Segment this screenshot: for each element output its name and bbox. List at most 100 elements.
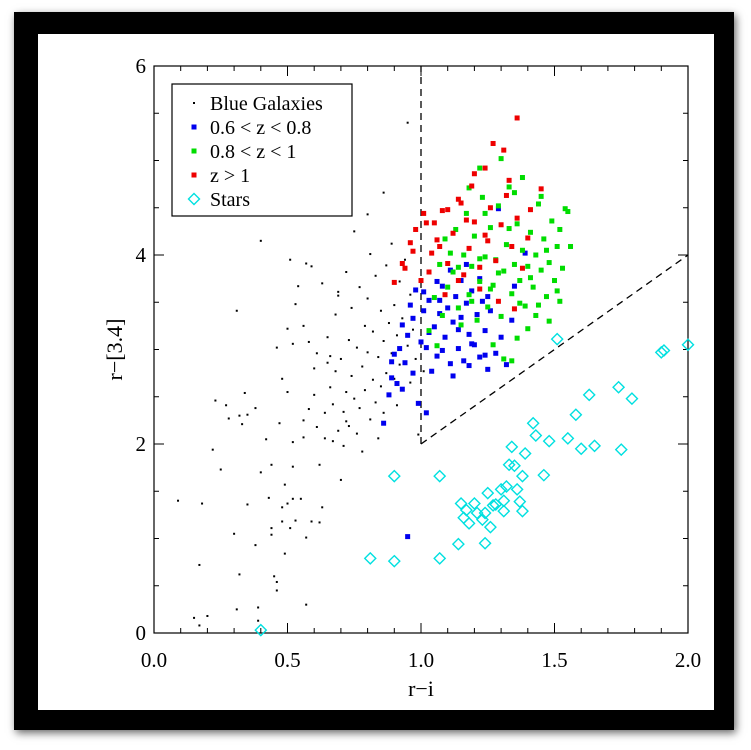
data-point xyxy=(513,495,527,509)
y-tick-label: 2 xyxy=(136,432,147,456)
data-point xyxy=(434,343,440,349)
data-point xyxy=(471,171,477,177)
x-axis-label: r−i xyxy=(408,676,434,701)
data-point xyxy=(511,283,517,289)
data-point xyxy=(421,289,427,295)
data-point xyxy=(469,298,475,304)
data-point xyxy=(406,121,409,124)
data-point xyxy=(543,294,549,300)
chart-panel: 0.0 0.5 1.0 1.5 2.0 0 2 4 6 r−i r−[3.4] Blue Ga… xyxy=(38,34,714,710)
data-point xyxy=(511,190,517,196)
data-point xyxy=(569,408,583,422)
data-point xyxy=(522,250,528,256)
legend-label: Blue Galaxies xyxy=(210,93,323,115)
data-point xyxy=(455,305,461,311)
data-point xyxy=(267,496,270,499)
data-point xyxy=(527,207,533,213)
data-point xyxy=(294,303,297,306)
data-point xyxy=(537,468,551,482)
data-point xyxy=(235,608,238,611)
data-point xyxy=(439,208,445,214)
data-point xyxy=(405,332,411,338)
data-point xyxy=(401,317,404,320)
data-point xyxy=(510,482,524,496)
data-point xyxy=(445,207,451,213)
data-point xyxy=(525,326,531,332)
data-point xyxy=(447,267,453,273)
data-point xyxy=(588,439,602,453)
data-point xyxy=(490,282,496,288)
data-point xyxy=(461,358,467,364)
data-point xyxy=(458,200,464,206)
data-point xyxy=(405,534,411,540)
data-point xyxy=(514,215,520,221)
y-axis-ticks: 0 2 4 6 xyxy=(136,54,688,645)
data-point xyxy=(334,370,337,373)
data-point xyxy=(310,520,313,523)
data-point xyxy=(487,205,493,211)
data-point xyxy=(426,328,432,334)
data-point xyxy=(503,192,509,198)
data-point xyxy=(450,230,456,236)
legend-marker xyxy=(191,148,197,154)
data-point xyxy=(466,185,472,191)
data-point xyxy=(493,350,499,356)
data-point xyxy=(437,243,443,249)
data-point xyxy=(393,304,396,307)
data-point xyxy=(477,278,483,284)
y-tick-label: 4 xyxy=(136,243,147,267)
data-point xyxy=(455,264,461,270)
data-point xyxy=(493,258,499,264)
data-point xyxy=(235,309,238,312)
data-point xyxy=(474,312,480,318)
data-point xyxy=(374,401,377,404)
data-point xyxy=(302,436,305,439)
data-point xyxy=(498,334,504,340)
data-point xyxy=(318,521,321,524)
data-point xyxy=(225,404,228,407)
data-point xyxy=(385,264,388,267)
series-0 xyxy=(177,121,425,627)
data-point xyxy=(466,331,472,337)
data-point xyxy=(382,191,385,194)
data-point xyxy=(393,377,396,380)
data-point xyxy=(477,264,483,270)
data-point xyxy=(554,243,560,249)
data-point xyxy=(474,317,480,323)
data-point xyxy=(437,261,443,267)
data-point xyxy=(495,203,501,209)
data-point xyxy=(233,532,236,535)
data-point xyxy=(437,311,443,317)
data-point xyxy=(433,469,447,483)
data-point xyxy=(377,437,380,440)
data-point xyxy=(442,334,448,340)
data-point xyxy=(286,327,289,330)
data-point xyxy=(458,322,464,328)
data-point xyxy=(305,536,308,539)
data-point xyxy=(542,434,556,448)
data-point xyxy=(353,397,356,400)
data-point xyxy=(353,230,356,233)
data-point xyxy=(355,432,358,435)
data-point xyxy=(450,319,456,325)
data-point xyxy=(501,268,507,274)
data-point xyxy=(315,352,318,355)
data-point xyxy=(482,232,488,238)
data-point xyxy=(557,298,563,304)
data-point xyxy=(478,506,492,520)
data-point xyxy=(366,213,369,216)
data-point xyxy=(313,367,316,370)
data-point xyxy=(337,290,340,293)
data-point xyxy=(525,263,531,269)
data-point xyxy=(447,250,453,256)
data-point xyxy=(305,262,308,265)
data-point xyxy=(529,429,543,442)
data-point xyxy=(478,536,492,550)
data-point xyxy=(347,425,350,428)
data-point xyxy=(445,284,451,290)
data-point xyxy=(497,494,511,508)
x-tick-label: 1.0 xyxy=(408,648,434,672)
data-point xyxy=(390,352,393,355)
